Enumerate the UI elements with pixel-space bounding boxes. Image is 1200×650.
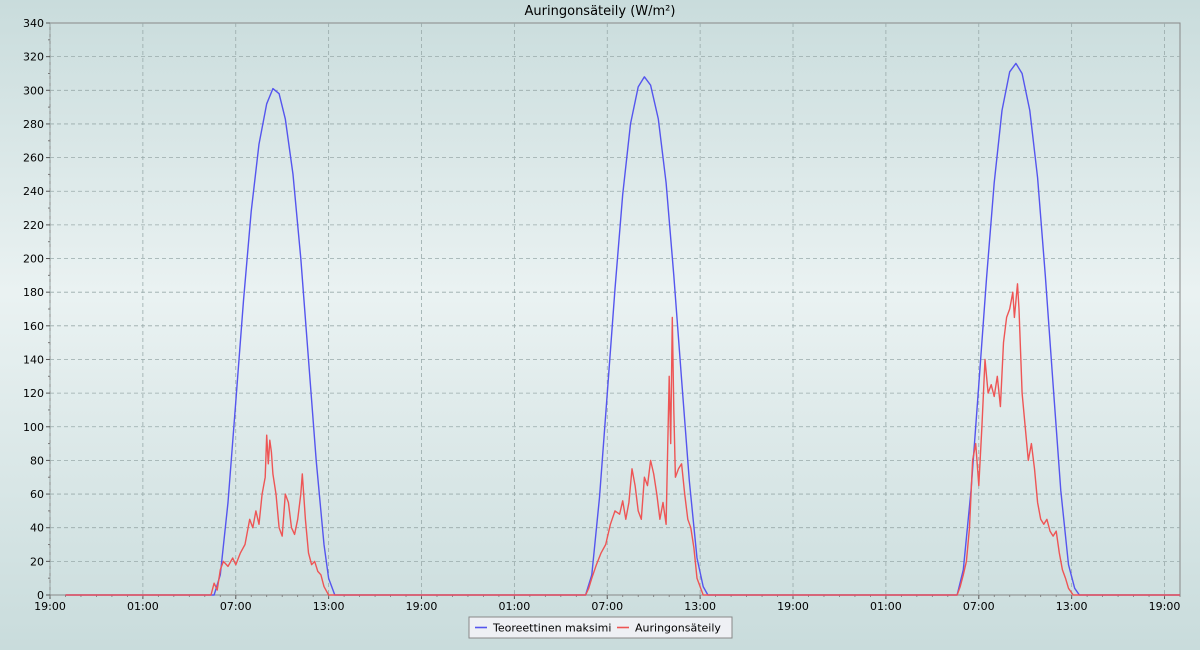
y-tick-label: 300 xyxy=(23,84,44,97)
y-tick-label: 180 xyxy=(23,286,44,299)
legend-label: Auringonsäteily xyxy=(635,622,721,635)
x-tick-label: 01:00 xyxy=(127,600,159,613)
axes: 0 20 40 60 80 100 120 140 160 180 200 220 240 260 280 3… xyxy=(23,17,1181,613)
series-line-auringonsateily xyxy=(65,283,1180,596)
y-tick-label: 200 xyxy=(23,253,44,266)
y-tick-label: 20 xyxy=(30,555,44,568)
y-tick-label: 340 xyxy=(23,17,44,30)
y-tick-label: 240 xyxy=(23,185,44,198)
y-tick-label: 280 xyxy=(23,118,44,131)
x-tick-label: 13:00 xyxy=(1056,600,1088,613)
x-tick-label: 07:00 xyxy=(963,600,995,613)
y-tick-label: 260 xyxy=(23,152,44,165)
series-line-teoreettinen-maksimi xyxy=(65,62,1180,596)
legend: Teoreettinen maksimi Auringonsäteily xyxy=(468,616,733,639)
y-tick-label: 80 xyxy=(30,454,44,467)
y-tick-label: 100 xyxy=(23,421,44,434)
y-tick-label: 140 xyxy=(23,353,44,366)
legend-box xyxy=(468,616,733,639)
x-tick-label: 07:00 xyxy=(591,600,623,613)
x-tick-label: 19:00 xyxy=(777,600,809,613)
y-tick-label: 40 xyxy=(30,522,44,535)
x-tick-label: 13:00 xyxy=(684,600,716,613)
y-tick-label: 0 xyxy=(37,589,44,602)
y-tick-label: 120 xyxy=(23,387,44,400)
y-tick-label: 220 xyxy=(23,219,44,232)
x-tick-label: 13:00 xyxy=(313,600,345,613)
plot-area xyxy=(49,22,1181,596)
series-layer xyxy=(65,62,1180,596)
y-tick-label: 160 xyxy=(23,320,44,333)
y-tick-label: 320 xyxy=(23,51,44,64)
legend-label: Teoreettinen maksimi xyxy=(492,622,611,635)
x-tick-label: 01:00 xyxy=(499,600,531,613)
x-tick-label: 19:00 xyxy=(1149,600,1181,613)
y-tick-label: 60 xyxy=(30,488,44,501)
x-tick-label: 19:00 xyxy=(406,600,438,613)
x-tick-label: 07:00 xyxy=(220,600,252,613)
x-tick-label: 01:00 xyxy=(870,600,902,613)
grid-lines xyxy=(49,23,1180,595)
x-tick-label: 19:00 xyxy=(34,600,66,613)
chart-title: Auringonsäteily (W/m²) xyxy=(525,4,676,19)
